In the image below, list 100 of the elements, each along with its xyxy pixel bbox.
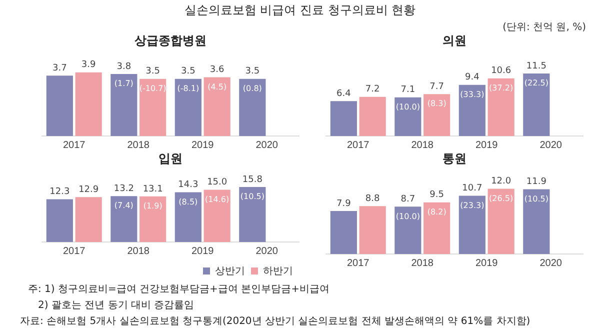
x-tick-label: 2018 [411, 258, 434, 269]
data-label: 3.9 [81, 60, 96, 70]
bar [424, 202, 450, 254]
bar [46, 76, 73, 136]
data-label: 15.8 [242, 174, 263, 185]
bar [394, 206, 422, 254]
legend-label: 상반기 [215, 266, 245, 277]
data-label: 3.6 [210, 65, 225, 76]
annotation: (33.3) [460, 90, 484, 99]
x-tick-label: 2017 [347, 258, 370, 269]
annotation: (10.5) [524, 194, 548, 204]
data-label: 7.9 [336, 198, 352, 209]
annotation: (-8.1) [177, 84, 200, 93]
annotation: (14.6) [205, 194, 230, 204]
data-label: 3.5 [181, 66, 196, 77]
chart-title: 상급종합병원 [134, 33, 206, 48]
data-label: 10.6 [491, 66, 512, 76]
chart-title: 의원 [442, 33, 466, 48]
text: 2) 괄호는 전년 동기 대비 증감률임 [37, 299, 196, 313]
data-label: 15.0 [207, 178, 228, 188]
annotation: (23.3) [460, 200, 484, 210]
bar [330, 211, 357, 254]
bar [488, 188, 514, 254]
annotation: (10.0) [396, 102, 420, 112]
text: 실손의료보험 비급여 진료 청구의료비 현황 [183, 2, 417, 19]
data-label: 3.7 [52, 63, 67, 74]
data-label: 8.7 [400, 194, 416, 205]
x-tick-label: 2020 [540, 258, 562, 269]
chart-title: 통원 [442, 151, 466, 166]
annotation: (8.2) [427, 207, 446, 216]
data-label: 3.5 [146, 66, 160, 77]
x-tick-label: 2020 [256, 140, 278, 151]
text: 자료: 손해보험 5개사 실손의료보험 청구통계(2020년 상반기 실손의료보험 전체 발생손해액의 약 61%를 차지함) [20, 315, 530, 329]
bar [458, 84, 486, 136]
chart-title: 입원 [158, 151, 182, 166]
bar [424, 94, 450, 136]
annotation: (37.2) [489, 83, 514, 92]
annotation: (4.5) [208, 82, 227, 92]
annotation: (-10.7) [139, 84, 166, 93]
data-label: 8.8 [365, 194, 380, 204]
data-label: 12.9 [78, 184, 99, 195]
bar [204, 77, 230, 136]
bar [110, 74, 138, 136]
bar [394, 97, 422, 136]
bar [174, 192, 202, 242]
x-tick-label: 2018 [127, 140, 150, 151]
data-label: 6.4 [336, 89, 352, 100]
data-label: 3.5 [245, 66, 260, 77]
data-label: 9.4 [465, 72, 480, 83]
x-tick-label: 2017 [63, 140, 86, 151]
legend-label: 하반기 [263, 266, 293, 277]
data-label: 13.2 [114, 184, 134, 194]
bar [488, 78, 514, 136]
bar [204, 190, 230, 242]
annotation: (22.5) [524, 78, 548, 88]
bar [110, 196, 138, 242]
x-tick-label: 2017 [63, 246, 86, 257]
x-tick-label: 2019 [192, 140, 214, 151]
bar [523, 189, 550, 254]
bar [46, 199, 73, 242]
annotation: (26.5) [489, 194, 514, 203]
x-tick-label: 2020 [540, 140, 562, 151]
bar [140, 78, 166, 136]
data-label: 3.8 [116, 62, 132, 72]
x-tick-label: 2019 [476, 258, 498, 269]
x-tick-label: 2017 [347, 140, 370, 151]
x-tick-label: 2020 [256, 246, 278, 257]
text: (단위: 천억 원, %) [502, 21, 586, 34]
data-label: 7.1 [400, 85, 416, 96]
annotation: (1.9) [143, 201, 162, 210]
data-label: 14.3 [178, 180, 198, 190]
annotation: (8.3) [427, 99, 446, 108]
bar [458, 196, 486, 254]
x-tick-label: 2018 [127, 246, 150, 257]
bar [239, 78, 266, 136]
data-label: 13.1 [142, 184, 163, 194]
bar [75, 197, 102, 242]
bar [359, 206, 386, 254]
data-label: 9.5 [430, 190, 444, 200]
x-tick-label: 2018 [411, 140, 434, 151]
x-tick-label: 2019 [192, 246, 214, 257]
data-label: 10.7 [462, 184, 482, 194]
bar [523, 73, 550, 136]
annotation: (10.0) [396, 212, 420, 221]
annotation: (7.4) [114, 201, 134, 210]
data-label: 12.3 [50, 187, 70, 198]
bar [239, 187, 266, 242]
annotation: (1.7) [114, 79, 134, 88]
x-tick-label: 2019 [476, 140, 498, 151]
bar [75, 72, 102, 136]
bar [330, 101, 357, 136]
annotation: (8.5) [178, 197, 198, 206]
data-label: 7.7 [430, 82, 444, 92]
data-label: 11.5 [526, 61, 546, 72]
bar [140, 196, 166, 242]
bar [359, 96, 386, 136]
data-label: 7.2 [365, 84, 380, 95]
annotation: (10.5) [240, 192, 264, 202]
annotation: (0.8) [242, 84, 262, 93]
data-label: 11.9 [526, 177, 547, 188]
